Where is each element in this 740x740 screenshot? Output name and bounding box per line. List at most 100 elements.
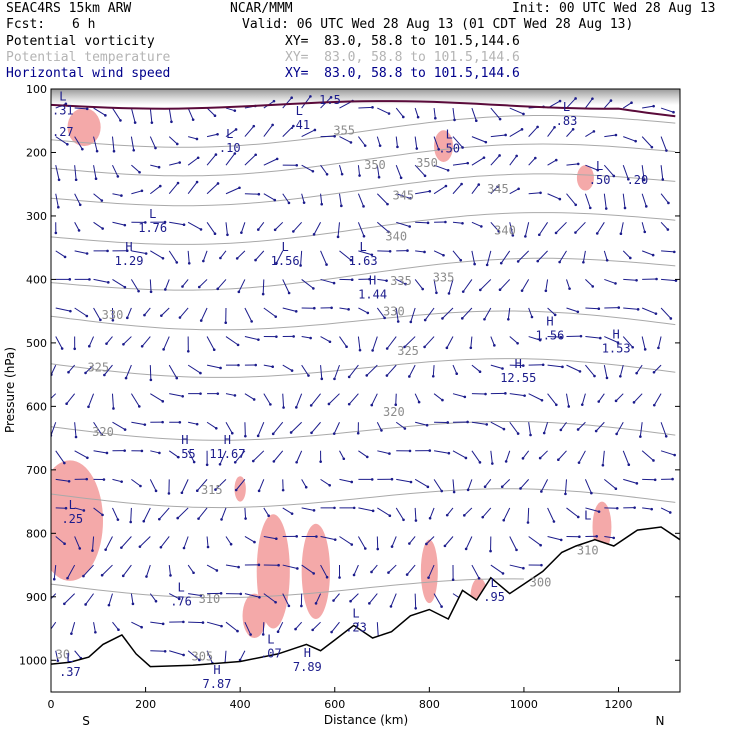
- wind-vector-head: [240, 231, 243, 234]
- wind-vector-head: [593, 374, 596, 378]
- wind-vector-head: [460, 317, 464, 320]
- wind-vector-head: [213, 114, 217, 118]
- wind-vector-head: [54, 231, 58, 235]
- y-tick-label: 700: [26, 464, 47, 477]
- wind-vector: [396, 278, 406, 285]
- wind-vector-head: [103, 373, 106, 377]
- wind-vector-head: [553, 313, 557, 317]
- wind-vector: [331, 621, 340, 633]
- wind-vector: [295, 393, 303, 408]
- wind-vector-head: [415, 147, 419, 150]
- wind-vector: [74, 222, 80, 231]
- wind-vector-head: [281, 488, 285, 492]
- wind-vector-head: [461, 290, 465, 293]
- field-xy-wind: XY= 83.0, 58.8 to 101.5,144.6: [285, 66, 520, 81]
- wind-vector-head: [295, 406, 298, 409]
- wind-vector-head: [336, 235, 340, 239]
- wind-vector: [509, 222, 514, 236]
- wind-vector: [196, 479, 208, 492]
- wind-vector: [300, 250, 303, 266]
- wind-vector-head: [133, 121, 137, 124]
- extremum-value: 1.76: [138, 221, 167, 235]
- wind-vector: [93, 278, 109, 283]
- wind-vector: [500, 250, 511, 264]
- wind-vector: [149, 593, 157, 602]
- wind-vector: [111, 136, 115, 152]
- wind-vector: [301, 336, 311, 339]
- wind-vector-head: [338, 576, 341, 579]
- wind-vector: [377, 507, 391, 517]
- wind-vector-head: [370, 253, 374, 257]
- wind-vector-head: [501, 367, 504, 370]
- wind-vector-head: [614, 399, 618, 403]
- wind-vector: [225, 621, 238, 632]
- wind-vector-head: [552, 520, 556, 523]
- wind-vector: [390, 593, 397, 607]
- wind-vector-head: [461, 221, 464, 225]
- wind-vector-head: [664, 434, 668, 438]
- wind-vector: [225, 336, 239, 346]
- wind-vector-head: [520, 128, 524, 131]
- wind-vector: [74, 450, 88, 459]
- extremum-value: .50: [438, 141, 460, 155]
- wind-vector-head: [107, 603, 111, 607]
- wind-vector-head: [123, 449, 126, 452]
- wind-vector-head: [216, 182, 220, 185]
- wind-vector: [490, 450, 493, 464]
- wind-vector: [85, 364, 94, 374]
- wind-vector-head: [591, 285, 595, 288]
- wind-vector-head: [536, 125, 539, 129]
- wind-vector: [88, 336, 95, 347]
- wind-vector: [350, 593, 359, 602]
- wind-vector-head: [363, 144, 367, 147]
- wind-vector-head: [520, 289, 524, 292]
- wind-vector: [130, 593, 134, 604]
- wind-vector: [585, 98, 593, 109]
- wind-vector: [225, 222, 228, 235]
- wind-vector-head: [428, 189, 432, 193]
- wind-vector-head: [275, 157, 279, 161]
- wind-vector-head: [73, 347, 77, 351]
- theta-contour: [51, 578, 524, 599]
- wind-vector-head: [446, 168, 450, 172]
- wind-vector-head: [405, 573, 409, 576]
- wind-vector: [415, 250, 425, 253]
- wind-vector-head: [106, 249, 109, 253]
- wind-vector: [70, 622, 76, 634]
- wind-vector-head: [254, 153, 257, 157]
- wind-vector: [150, 450, 160, 454]
- wind-vector: [66, 393, 76, 405]
- wind-vector: [131, 190, 143, 195]
- wind-vector: [277, 621, 284, 632]
- wind-vector-head: [614, 282, 617, 285]
- wind-vector-head: [180, 491, 184, 495]
- wind-vector-head: [594, 429, 598, 433]
- wind-vector-head: [182, 620, 185, 624]
- wind-vector-head: [214, 153, 218, 156]
- wind-vector: [581, 393, 586, 405]
- wind-vector-head: [460, 182, 463, 186]
- wind-vector-head: [60, 347, 64, 350]
- wind-vector-head: [453, 118, 456, 122]
- wind-vector: [603, 250, 608, 261]
- wind-vector: [74, 193, 81, 205]
- wind-vector: [111, 393, 114, 409]
- wind-vector-head: [219, 366, 222, 370]
- wind-vector: [448, 279, 454, 294]
- endpoint-label-left: S: [82, 714, 90, 728]
- wind-vector-head: [201, 621, 205, 624]
- wind-vector-head: [631, 345, 634, 349]
- wind-vector-head: [652, 104, 655, 108]
- theta-label: 350: [416, 156, 438, 170]
- wind-vector-head: [483, 485, 487, 489]
- wind-vector: [282, 507, 293, 515]
- pv-region: [301, 523, 331, 620]
- wind-vector: [433, 107, 436, 119]
- wind-vector-head: [219, 592, 223, 595]
- wind-vector-head: [388, 452, 391, 455]
- wind-vector-head: [233, 109, 237, 112]
- wind-vector: [220, 250, 227, 259]
- wind-vector: [238, 279, 246, 293]
- wind-vector: [470, 336, 473, 348]
- wind-vector: [622, 102, 632, 109]
